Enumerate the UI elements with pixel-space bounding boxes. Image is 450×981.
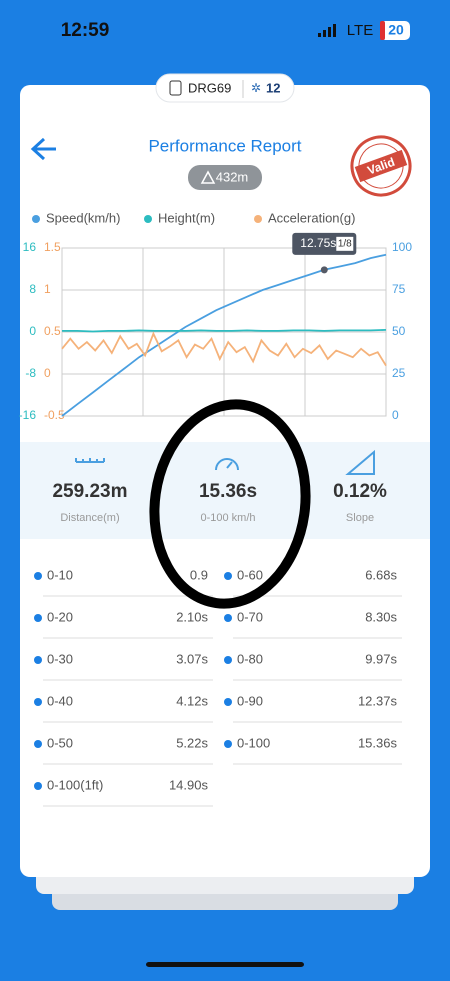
y-tick-label: 0 [392,408,399,422]
y-tick-label: 1 [44,282,51,296]
split-dot [224,740,232,748]
legend-dot [254,215,262,223]
series-line [61,253,387,417]
split-time: 3.07s [176,651,208,666]
split-label: 0-100(1ft) [47,777,103,792]
split-label: 0-60 [237,567,263,582]
tag-id: DRG69 [188,80,231,95]
y-tick-label: 100 [392,240,412,254]
stat-value: 0.12% [333,481,387,502]
badge-text: 432m [216,169,249,184]
split-label: 0-80 [237,651,263,666]
stat-label: Slope [346,512,374,524]
network: LTE [347,22,373,39]
split-dot [34,572,42,580]
signal [318,24,336,37]
y-tick-label: -8 [25,366,36,380]
gauge-icon [215,458,239,471]
split-dot [224,614,232,622]
stat-value: 15.36s [199,481,257,502]
series-line [62,329,387,333]
split-label: 0-10 [47,567,73,582]
stat-label: 0-100 km/h [200,512,255,524]
satellite-icon: ✲ [251,81,261,95]
split-dot [34,656,42,664]
split-dot [34,614,42,622]
y-tick-label: 0 [29,324,36,338]
split-time: 12.37s [358,693,398,708]
split-time: 0.9 [190,567,208,582]
mountain-icon [200,170,216,184]
split-label: 0-70 [237,609,263,624]
split-time: 15.36s [358,735,398,750]
stats: 259.23m Distance(m) 15.36s 0-100 km/h 0.12% S… [52,481,387,524]
tag [155,73,295,103]
valid-stamp: Valid [350,135,412,197]
y-tick-label: 16 [23,240,37,254]
tooltip-page-box [336,236,354,251]
splits: 0-10 0.9 0-20 2.10s 0-30 3.07s 0-40 4.12s 0-50 5.… [34,567,402,807]
split-label: 0-40 [47,693,73,708]
legend-label: Acceleration(g) [268,210,355,225]
tooltip-time: 12.75s [300,236,336,250]
split-dot [224,656,232,664]
home-indicator [146,962,304,967]
hand-drawn-circle [149,399,311,609]
gauge-needle [226,461,233,469]
split-dot [224,698,232,706]
split-time: 6.68s [365,567,397,582]
back-button[interactable] [30,137,56,161]
split-time: 5.22s [176,735,208,750]
split-dot [34,740,42,748]
split-dot [34,698,42,706]
y-tick-label: 0.5 [44,324,61,338]
split-time: 4.12s [176,693,208,708]
y-tick-label: 0 [44,366,51,380]
tag-count: 12 [266,80,280,95]
series-line [61,331,387,367]
y-tick-label: 25 [392,366,406,380]
y-tick-label: -0.5 [44,408,65,422]
title: Performance Report [148,136,301,155]
y-tick-label: 1.5 [44,240,61,254]
split-label: 0-50 [47,735,73,750]
split-dot [34,782,42,790]
legend-dot [32,215,40,223]
split-time: 14.90s [169,777,209,792]
battery [380,21,410,40]
legend-label: Speed(km/h) [46,210,120,225]
phone-icon [169,80,182,96]
ruler-icon [75,458,105,463]
stat-label: Distance(m) [60,512,119,524]
legend-dot [144,215,152,223]
y-tick-label: -16 [19,408,37,422]
battery-text: 20 [388,22,404,38]
slope-icon [345,449,375,475]
split-time: 9.97s [365,651,397,666]
y-tick-label: 75 [392,282,406,296]
split-label: 0-90 [237,693,263,708]
legend-label: Height(m) [158,210,215,225]
split-label: 0-20 [47,609,73,624]
split-label: 0-100 [237,735,270,750]
split-time: 8.30s [365,609,397,624]
chart: Speed(km/h) Height(m) Acceleration(g)1680-… [19,210,413,422]
tooltip-point [320,266,328,274]
status-time: 12:59 [61,20,110,41]
tooltip-page: 1/8 [338,238,352,249]
stat-value: 259.23m [52,481,127,502]
split-label: 0-30 [47,651,73,666]
split-dot [224,572,232,580]
split-time: 2.10s [176,609,208,624]
y-tick-label: 50 [392,324,406,338]
battery-level [380,21,385,40]
y-tick-label: 8 [29,282,36,296]
